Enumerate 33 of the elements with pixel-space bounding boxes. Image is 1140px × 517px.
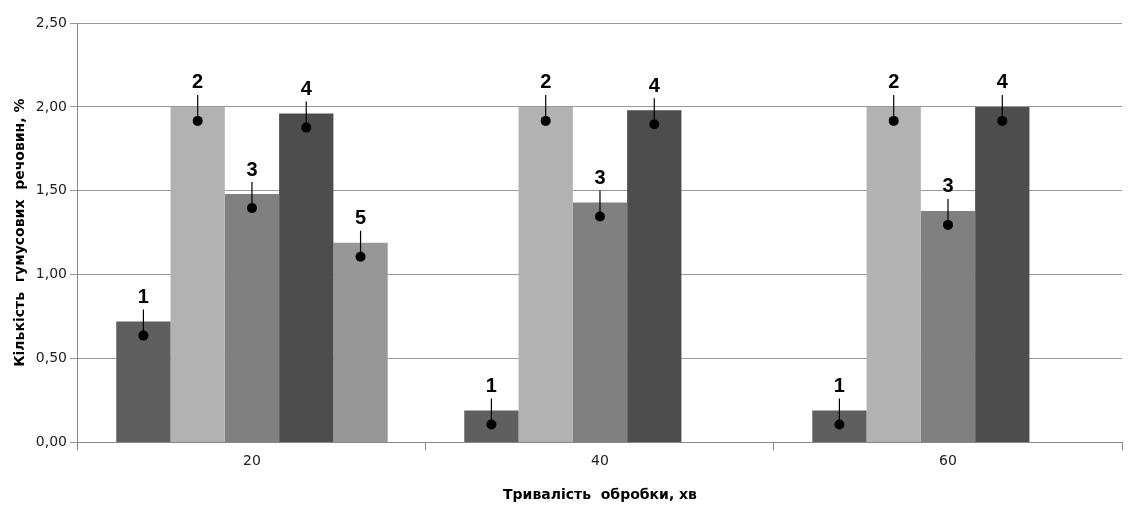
y-tick-label: 0,50 xyxy=(35,349,67,366)
text: 4 xyxy=(648,73,660,96)
series-label: 1 xyxy=(137,285,149,308)
bar xyxy=(170,106,225,442)
y-tick-label: 2,00 xyxy=(35,97,67,114)
series-label: 4 xyxy=(996,70,1009,93)
text: 2 xyxy=(540,70,552,93)
y-axis-title: Кількість гумусових речовин, % xyxy=(11,98,28,367)
text: 1 xyxy=(833,374,845,397)
bar xyxy=(116,321,171,442)
bar xyxy=(464,410,519,442)
x-tick-label: 40 xyxy=(591,452,609,469)
bar xyxy=(627,110,682,442)
bar xyxy=(975,106,1030,442)
bar xyxy=(866,106,921,442)
y-tick-label: 0,00 xyxy=(35,433,67,450)
series-label: 2 xyxy=(192,70,204,93)
bar xyxy=(812,410,867,442)
y-tick-label: 2,50 xyxy=(35,13,67,30)
bar xyxy=(279,113,334,442)
x-tick-label: 60 xyxy=(939,452,957,469)
text: 1 xyxy=(485,374,497,397)
text: 3 xyxy=(942,174,954,197)
series-label: 5 xyxy=(354,206,367,229)
x-axis-title: Тривалість обробки, хв xyxy=(503,486,698,503)
text: 2 xyxy=(888,70,900,93)
y-tick-label: 1,00 xyxy=(35,265,67,282)
text: 3 xyxy=(246,157,258,180)
x-tick-label: 20 xyxy=(243,452,261,469)
text: 4 xyxy=(300,77,312,100)
bar xyxy=(518,106,573,442)
y-tick-label: 1,50 xyxy=(35,181,67,198)
series-label: 3 xyxy=(594,166,606,189)
